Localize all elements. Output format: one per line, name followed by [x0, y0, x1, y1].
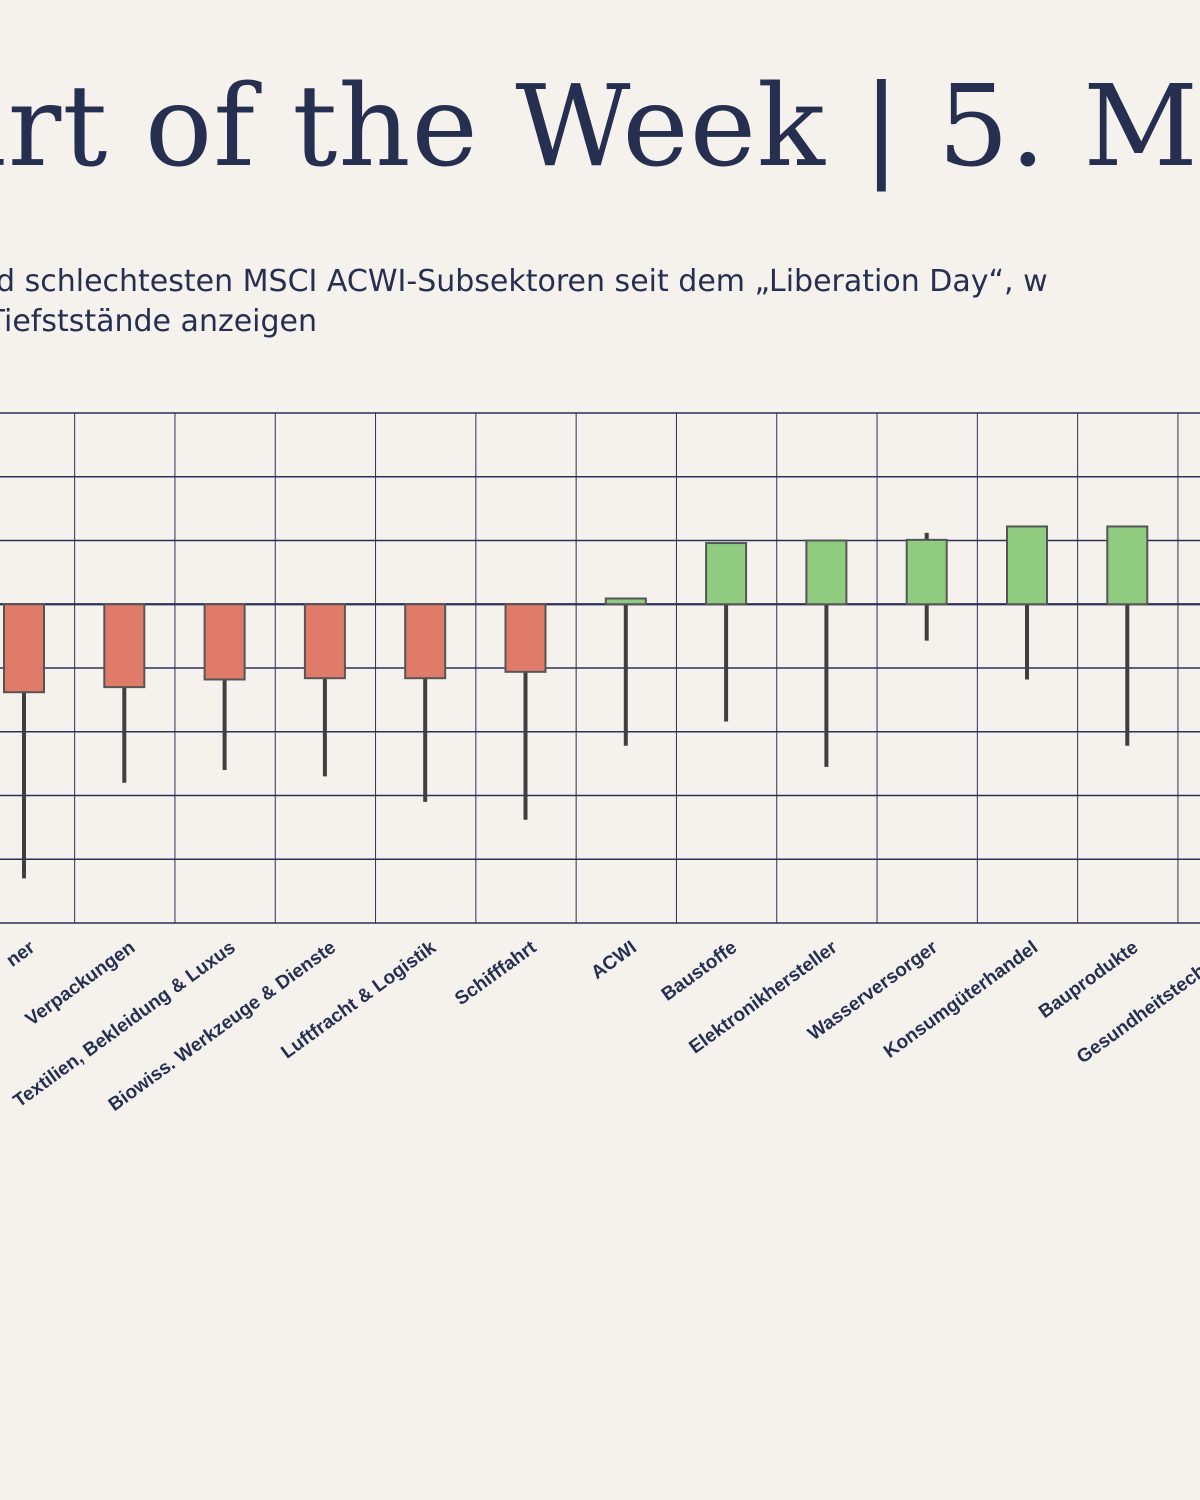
- candle-body: [404, 603, 447, 680]
- category-label: ner: [3, 937, 40, 972]
- category-label: Bauprodukte: [1035, 937, 1142, 1023]
- candle-body: [604, 597, 647, 606]
- chart-subtitle: und schlechtesten MSCI ACWI-Subsektoren …: [0, 262, 1048, 342]
- candle-body: [3, 603, 45, 694]
- subtitle-line-1: und schlechtesten MSCI ACWI-Subsektoren …: [0, 264, 1048, 299]
- subtitle-line-2: d Tiefststände anzeigen: [0, 304, 318, 339]
- chart-title: art of the Week | 5. M: [0, 62, 1199, 192]
- candle-body: [203, 603, 246, 681]
- candle-body: [303, 603, 346, 680]
- candle-body: [103, 603, 146, 689]
- candle-body: [905, 538, 948, 606]
- candle-body: [1006, 525, 1048, 606]
- candle-body: [805, 539, 848, 606]
- category-label: Baustoffe: [658, 937, 741, 1005]
- candle-body: [1106, 525, 1149, 606]
- candle-body: [705, 542, 748, 606]
- category-label: Schifffahrt: [451, 937, 541, 1010]
- candle-body: [504, 603, 547, 673]
- category-label: ACWI: [587, 937, 640, 984]
